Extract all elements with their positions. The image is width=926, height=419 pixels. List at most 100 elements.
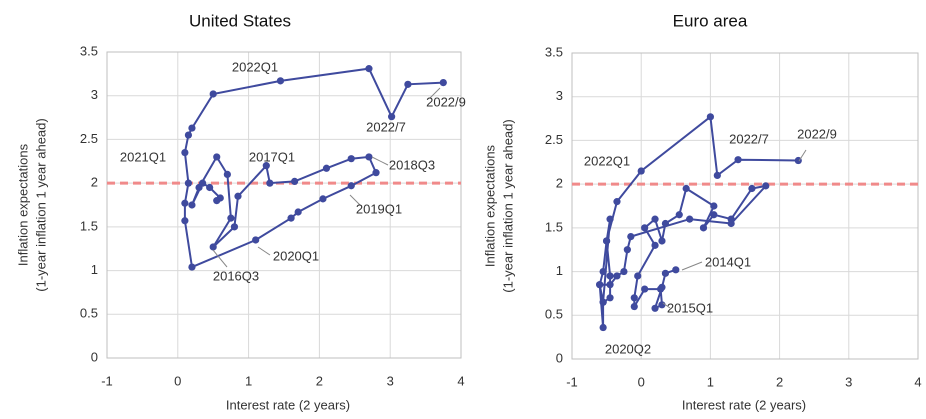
y-axis-label: Inflation expectations (15, 143, 30, 266)
data-point (206, 183, 214, 192)
y-tick-label: 0.5 (545, 307, 563, 322)
data-point (630, 294, 638, 302)
data-point (613, 272, 621, 280)
y-tick-label: 0.5 (80, 306, 98, 321)
data-point (710, 211, 718, 219)
annotation-leader (349, 194, 361, 206)
data-point (365, 65, 373, 73)
data-point (641, 285, 649, 293)
annotation: 2015Q1 (667, 300, 713, 315)
data-point (641, 224, 649, 232)
data-point (230, 223, 239, 231)
annotation-leader (429, 87, 441, 99)
data-point (713, 171, 721, 179)
data-point (213, 153, 221, 161)
data-point (658, 237, 666, 245)
data-point (606, 294, 614, 302)
data-point (276, 77, 285, 85)
data-point (706, 113, 715, 121)
x-tick-label: 4 (914, 374, 921, 389)
data-point (596, 281, 604, 289)
annotation: 2018Q3 (389, 157, 435, 172)
data-point (365, 153, 373, 161)
data-point (661, 269, 670, 277)
data-point (287, 214, 295, 222)
series-line (598, 114, 799, 328)
data-point (404, 80, 412, 88)
data-point (762, 182, 770, 190)
plot-frame (106, 51, 462, 359)
data-point (651, 215, 659, 223)
data-point (651, 241, 659, 249)
data-point (599, 267, 607, 276)
data-point (620, 267, 628, 276)
x-tick-label: 3 (387, 373, 394, 388)
y-tick-label: 1.5 (545, 219, 563, 234)
data-point (727, 219, 735, 228)
data-point (603, 237, 611, 245)
x-axis-label: Interest rate (2 years) (682, 397, 806, 412)
data-point (195, 183, 203, 192)
annotation: 2014Q1 (705, 254, 751, 269)
data-point (637, 167, 645, 175)
data-point (627, 233, 635, 241)
data-point (181, 217, 189, 225)
data-point (623, 246, 631, 254)
annotation: 2017Q1 (249, 149, 295, 164)
y-tick-label: 2.5 (545, 132, 563, 147)
data-point (216, 194, 224, 202)
data-point (319, 195, 327, 203)
x-tick-label: 2 (316, 373, 323, 388)
x-tick-label: 0 (638, 374, 645, 389)
data-point (291, 177, 299, 185)
data-point (606, 281, 614, 289)
data-point (234, 192, 242, 200)
x-tick-label: 4 (457, 373, 464, 388)
data-point (439, 79, 447, 87)
data-point (672, 266, 680, 274)
annotation: 2022Q1 (584, 153, 630, 168)
data-point (294, 208, 302, 216)
data-point (209, 243, 217, 251)
y-axis-label: (1-year inflation 1 year ahead) (500, 119, 515, 292)
x-axis-label: Interest rate (2 years) (226, 397, 350, 412)
annotation-leader (681, 261, 703, 271)
data-point (734, 156, 742, 164)
data-point (209, 90, 217, 98)
data-point (656, 285, 665, 293)
data-point (613, 198, 621, 206)
data-point (188, 201, 196, 209)
y-tick-label: 1 (556, 263, 563, 278)
annotation-leader (371, 156, 389, 166)
annotation: 2022/9 (797, 126, 837, 141)
data-point (181, 199, 189, 207)
annotation: 2022/9 (426, 94, 466, 109)
plot-frame (571, 52, 919, 360)
annotation: 2020Q1 (273, 248, 319, 263)
data-point (651, 304, 659, 312)
data-point (710, 202, 718, 210)
annotation: 2021Q1 (120, 149, 166, 164)
data-point (661, 219, 670, 228)
y-tick-label: 0 (556, 350, 563, 365)
x-tick-label: -1 (101, 373, 113, 388)
x-tick-label: 3 (845, 374, 852, 389)
data-point (188, 124, 196, 132)
data-point (347, 155, 355, 163)
y-tick-label: 3.5 (80, 43, 98, 58)
x-tick-label: 1 (707, 374, 714, 389)
annotation: 2016Q3 (213, 268, 259, 283)
x-tick-label: 0 (174, 373, 181, 388)
y-tick-label: 3 (91, 87, 98, 102)
y-axis-label: (1-year inflation 1 year ahead) (33, 118, 48, 291)
data-point (227, 214, 235, 222)
annotation: 2020Q2 (605, 341, 651, 356)
annotation: 2022Q1 (232, 59, 278, 74)
data-point (322, 164, 331, 172)
data-point (748, 184, 756, 193)
data-point (184, 179, 193, 187)
y-axis-label: Inflation expectations (482, 144, 497, 267)
data-point (188, 263, 196, 271)
data-point (682, 184, 690, 193)
